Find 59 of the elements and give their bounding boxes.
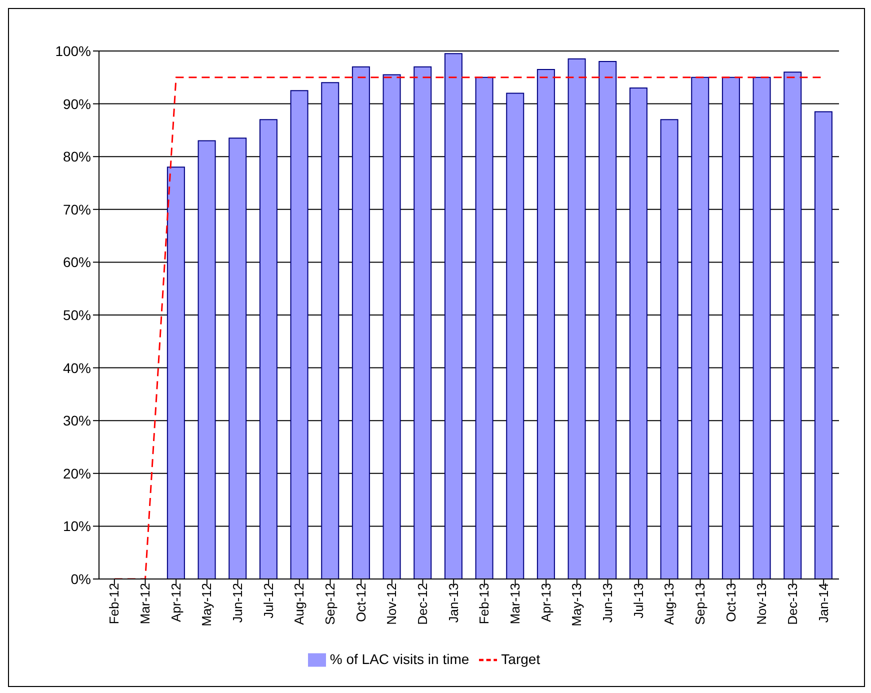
bar	[568, 58, 586, 579]
bar	[784, 72, 802, 579]
bar	[752, 76, 771, 579]
y-tick-label: 60%	[62, 254, 91, 270]
y-tick-label: 50%	[62, 306, 91, 323]
bar	[352, 66, 370, 579]
bar	[198, 140, 216, 579]
bar	[444, 53, 462, 579]
bar	[598, 61, 617, 579]
bar	[506, 92, 524, 579]
y-tick-label: 100%	[55, 42, 91, 59]
y-tick-label: 30%	[62, 412, 91, 429]
bar	[321, 82, 340, 579]
x-tick-label: Jul-12	[260, 583, 276, 618]
x-tick-label: May-13	[569, 583, 584, 626]
bar	[475, 76, 494, 579]
bar	[691, 76, 710, 579]
bar	[382, 74, 401, 579]
bar	[166, 166, 185, 579]
y-tick-label: 10%	[62, 518, 91, 534]
y-tick-label: 0%	[70, 570, 91, 587]
bar	[259, 119, 278, 579]
x-tick-label: Mar-12	[137, 583, 152, 624]
legend-label: % of LAC visits in time	[330, 651, 470, 667]
x-tick-label: May-12	[199, 583, 214, 626]
y-tick-label: 40%	[62, 360, 91, 376]
x-tick-label: Sep-13	[692, 583, 708, 625]
x-tick-label: Jun-13	[600, 583, 615, 623]
x-tick-label: Mar-13	[507, 583, 522, 624]
x-tick-label: Dec-12	[414, 583, 430, 625]
x-tick-label: Sep-12	[322, 583, 338, 625]
x-tick-label: Oct-13	[723, 583, 738, 622]
x-tick-label: Nov-13	[754, 583, 770, 625]
x-tick-label: Feb-13	[476, 583, 492, 624]
x-tick-label: Apr-12	[168, 583, 184, 622]
x-tick-label: Aug-13	[662, 583, 677, 625]
x-tick-label: Nov-12	[384, 583, 400, 625]
y-tick-label: 20%	[62, 465, 91, 482]
y-tick-label: 80%	[62, 148, 91, 165]
x-tick-label: Aug-12	[292, 583, 307, 625]
x-tick-label: Jun-12	[230, 583, 245, 623]
x-tick-label: Jan-13	[446, 583, 461, 623]
y-tick-label: 90%	[62, 96, 91, 112]
bar	[290, 90, 308, 579]
y-tick-label: 70%	[62, 201, 91, 218]
bar	[722, 76, 740, 579]
bar	[228, 138, 247, 579]
bar	[629, 87, 648, 579]
x-tick-label: Jan-14	[816, 583, 831, 623]
bar	[536, 68, 555, 579]
x-tick-label: Apr-13	[538, 583, 554, 622]
x-tick-label: Feb-12	[106, 583, 122, 624]
bar	[814, 111, 832, 579]
x-tick-label: Jul-13	[630, 583, 646, 618]
legend-label: Target	[501, 651, 540, 667]
bar	[660, 119, 678, 579]
x-tick-label: Oct-12	[353, 583, 368, 622]
bar	[414, 66, 432, 579]
x-tick-label: Dec-13	[784, 583, 800, 625]
